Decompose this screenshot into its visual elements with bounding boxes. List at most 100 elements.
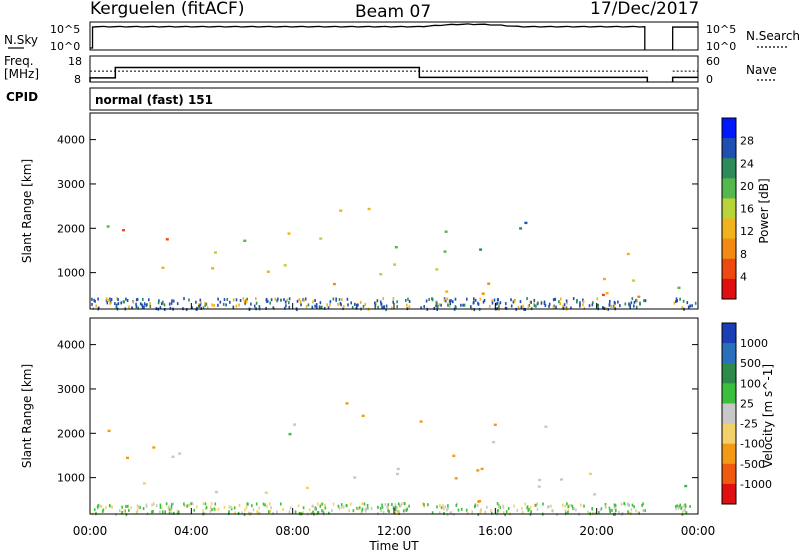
ground-scatter-cell <box>600 507 603 511</box>
echo-cell <box>332 282 336 286</box>
ground-scatter-cell <box>529 506 532 510</box>
ground-scatter-cell <box>321 502 324 506</box>
ground-scatter-cell <box>161 505 163 509</box>
colorbar-tick-label: -1000 <box>740 478 772 491</box>
freq-panel: Freq. [MHz] 18 8 60 0 Nave <box>4 54 777 86</box>
y-tick-label: 2000 <box>57 427 85 440</box>
echo-cell <box>588 472 592 476</box>
ground-scatter-cell <box>498 505 501 509</box>
ground-scatter-cell <box>597 303 599 307</box>
colorbar-swatch <box>722 178 736 199</box>
ground-scatter-cell <box>302 298 304 302</box>
ground-scatter-cell <box>101 509 104 513</box>
ground-scatter-cell <box>579 301 581 305</box>
ground-scatter-cell <box>204 303 206 307</box>
ground-scatter-cell <box>239 299 242 302</box>
ground-scatter-cell <box>141 303 143 307</box>
ground-scatter-cell <box>329 303 331 307</box>
ground-scatter-cell <box>376 299 379 303</box>
ground-scatter-cell <box>173 511 175 515</box>
ground-scatter-cell <box>401 502 403 506</box>
ground-scatter-cell <box>404 508 406 512</box>
ground-scatter-cell <box>592 301 594 305</box>
ground-scatter-cell <box>473 300 475 304</box>
colorbar-swatch <box>722 363 736 384</box>
ground-scatter-cell <box>603 306 606 310</box>
ground-scatter-cell <box>338 298 341 301</box>
echo-cell <box>152 446 156 449</box>
ground-scatter-cell <box>596 297 599 301</box>
ground-scatter-cell <box>544 304 547 307</box>
ground-scatter-cell <box>303 298 305 302</box>
ground-scatter-cell <box>97 297 99 301</box>
colorbar-swatch <box>722 383 736 404</box>
ground-scatter-cell <box>677 506 680 510</box>
y-tick-label: 1000 <box>57 267 85 280</box>
freq-tick-top: 18 <box>68 55 82 68</box>
ground-scatter-cell <box>312 510 314 514</box>
ground-scatter-cell <box>302 506 305 510</box>
ground-scatter-cell <box>449 511 452 515</box>
ground-scatter-cell <box>128 305 130 309</box>
ground-scatter-cell <box>420 306 422 310</box>
ground-scatter-cell <box>477 302 480 306</box>
ground-scatter-cell <box>114 302 116 306</box>
ground-scatter-cell <box>423 503 425 507</box>
ground-scatter-cell <box>202 502 205 506</box>
ground-scatter-cell <box>98 504 101 508</box>
ground-scatter-cell <box>168 508 171 512</box>
echo-cell <box>142 482 146 485</box>
ground-scatter-cell <box>176 302 179 306</box>
ground-scatter-cell <box>567 509 570 513</box>
ground-scatter-cell <box>520 305 523 309</box>
x-tick-label: 20:00 <box>579 524 614 538</box>
echo-cell <box>122 229 125 232</box>
ground-scatter-cell <box>687 305 690 309</box>
ground-scatter-cell <box>404 502 406 506</box>
ground-scatter-cell <box>341 298 343 301</box>
ground-scatter-cell <box>277 297 279 301</box>
ground-scatter-cell <box>396 305 398 309</box>
ground-scatter-cell <box>486 505 488 509</box>
freq-label-top: Freq. <box>4 54 34 68</box>
echo-cell <box>684 484 688 488</box>
ground-scatter-cell <box>624 302 627 306</box>
echo-cell <box>493 423 497 426</box>
ground-scatter-cell <box>244 508 246 512</box>
colorbar-swatch <box>722 443 736 465</box>
ground-scatter-cell <box>258 506 260 510</box>
ground-scatter-cell <box>604 503 607 506</box>
ground-scatter-cell <box>377 505 379 509</box>
ground-scatter-cell <box>582 303 584 307</box>
ground-scatter-cell <box>567 505 570 509</box>
ground-scatter-cell <box>689 304 691 308</box>
ground-scatter-cell <box>136 504 139 508</box>
ground-scatter-cell <box>135 302 137 306</box>
ground-scatter-cell <box>635 305 638 309</box>
ground-scatter-cell <box>311 504 314 508</box>
ground-scatter-cell <box>558 300 560 304</box>
ground-scatter-cell <box>400 504 402 508</box>
ground-scatter-cell <box>266 504 268 508</box>
ground-scatter-cell <box>608 506 611 510</box>
ground-scatter-cell <box>633 304 635 308</box>
ground-scatter-cell <box>155 504 158 508</box>
ground-scatter-cell <box>490 509 492 513</box>
x-tick-label: 04:00 <box>174 524 209 538</box>
ground-scatter-cell <box>512 300 515 304</box>
ground-scatter-cell <box>440 303 442 307</box>
ground-scatter-cell <box>258 511 261 515</box>
ground-scatter-cell <box>199 303 202 307</box>
ground-scatter-cell <box>575 508 577 512</box>
echo-cell <box>419 420 423 423</box>
ground-scatter-cell <box>241 511 243 515</box>
ground-scatter-cell <box>591 507 593 510</box>
ground-scatter-cell <box>228 505 231 509</box>
ground-scatter-cell <box>599 508 602 512</box>
ground-scatter-cell <box>213 304 215 307</box>
ground-scatter-cell <box>255 297 257 301</box>
echo-cell <box>524 221 528 225</box>
colorbar-swatch <box>722 278 736 300</box>
ground-scatter-cell <box>329 300 332 304</box>
